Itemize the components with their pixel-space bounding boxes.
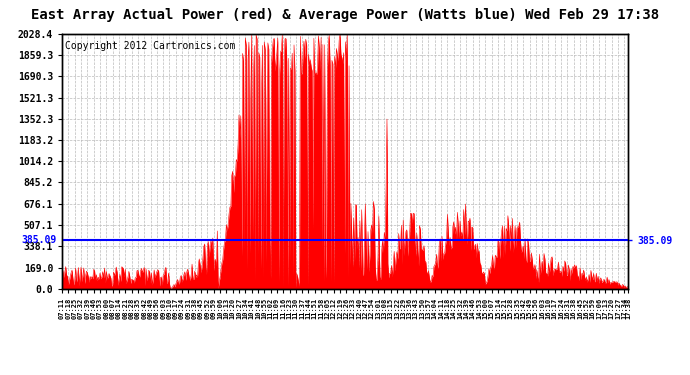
Text: 385.09: 385.09 (21, 236, 57, 245)
Text: Copyright 2012 Cartronics.com: Copyright 2012 Cartronics.com (65, 41, 235, 51)
Text: East Array Actual Power (red) & Average Power (Watts blue) Wed Feb 29 17:38: East Array Actual Power (red) & Average … (31, 8, 659, 21)
